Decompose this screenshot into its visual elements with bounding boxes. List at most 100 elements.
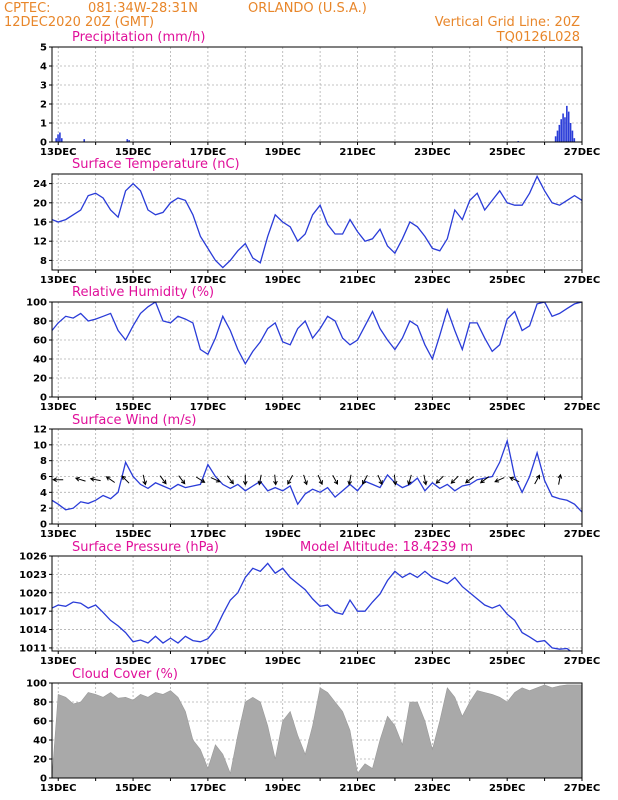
pressure-xtick-label: 13DEC <box>40 656 76 667</box>
temperature-frame <box>51 173 583 271</box>
pressure-xtick-label: 21DEC <box>339 656 375 667</box>
wind-xtick-label: 15DEC <box>115 529 151 540</box>
cloud-ytick-label: 60 <box>33 717 47 728</box>
pressure-ytick-label: 1023 <box>19 570 47 581</box>
wind-ytick-label: 6 <box>40 472 47 483</box>
humidity-xtick-label: 21DEC <box>339 402 375 413</box>
precipitation-bar <box>560 119 563 142</box>
wind-direction-arrow <box>479 476 489 484</box>
humidity-ytick-label: 0 <box>40 393 47 404</box>
precipitation-xtick-label: 15DEC <box>115 147 151 158</box>
temperature-ytick-label: 20 <box>33 198 47 209</box>
cloud-panel: 0 20 40 60 80 100 13DEC 15DEC 17DEC 19DEC 21DEC 23D… <box>26 679 600 795</box>
pressure-altitude-annotation: Model Altitude: 18.4239 m <box>300 540 473 555</box>
precipitation-ytick-label: 1 <box>40 119 47 130</box>
humidity-xtick-label: 17DEC <box>190 402 226 413</box>
header-datetime: 12DEC2020 20Z (GMT) <box>4 15 154 30</box>
wind-xtick-label: 17DEC <box>190 529 226 540</box>
wind-direction-arrow <box>210 477 221 483</box>
wind-direction-arrow <box>74 476 86 482</box>
precipitation-ytick-label: 5 <box>40 43 47 54</box>
wind-ytick-label: 2 <box>40 504 47 515</box>
wind-direction-arrow <box>422 474 428 486</box>
wind-panel: 0 2 4 6 8 10 12 13DEC 15DEC 17DEC 19DEC 21DEC 23DEC 2… <box>33 425 600 541</box>
header-grid-line: Vertical Grid Line: 20Z <box>435 15 580 30</box>
humidity-xtick-label: 23DEC <box>414 402 450 413</box>
pressure-frame <box>51 555 583 652</box>
temperature-xtick-label: 25DEC <box>489 275 525 286</box>
humidity-frame <box>51 301 583 398</box>
precipitation-xtick-label: 19DEC <box>265 147 301 158</box>
precipitation-bar <box>566 105 568 142</box>
wind-direction-arrow <box>195 476 206 483</box>
precipitation-ytick-label: 2 <box>40 100 47 111</box>
precipitation-bar <box>59 132 61 142</box>
humidity-xtick-label: 25DEC <box>489 402 525 413</box>
temperature-xtick-label: 15DEC <box>115 275 151 286</box>
precipitation-bar <box>573 138 576 142</box>
precipitation-ytick-label: 4 <box>40 62 47 73</box>
cloud-ytick-label: 100 <box>26 679 47 690</box>
precipitation-plot-area <box>52 47 582 142</box>
pressure-ytick-label: 1017 <box>19 607 47 618</box>
wind-ytick-label: 0 <box>40 520 47 531</box>
precipitation-panel: 0 1 2 3 4 5 13DEC 15DEC 17DEC 19DEC 21DEC 23DEC 25DE… <box>40 43 600 159</box>
precipitation-xtick-label: 25DEC <box>489 147 525 158</box>
cloud-ytick-label: 80 <box>33 698 47 709</box>
temperature-ytick-label: 12 <box>33 237 47 248</box>
humidity-ytick-label: 100 <box>26 298 47 309</box>
precipitation-xtick-label: 27DEC <box>564 147 600 158</box>
wind-xtick-label: 25DEC <box>489 529 525 540</box>
temperature-xtick-label: 17DEC <box>190 275 226 286</box>
precipitation-bar <box>55 138 57 142</box>
temperature-xtick-label: 19DEC <box>265 275 301 286</box>
wind-xtick-label: 21DEC <box>339 529 375 540</box>
precipitation-bar <box>128 140 130 142</box>
temperature-xtick-label: 27DEC <box>564 275 600 286</box>
wind-ytick-label: 4 <box>40 488 47 499</box>
humidity-plot-area <box>52 302 582 397</box>
cloud-xtick-label: 23DEC <box>414 783 450 794</box>
wind-direction-arrow <box>121 475 130 484</box>
precipitation-frame <box>51 46 583 143</box>
precipitation-bar <box>57 134 59 142</box>
precipitation-ytick-label: 0 <box>40 138 47 149</box>
cloud-xtick-label: 19DEC <box>265 783 301 794</box>
wind-direction-arrow <box>317 474 323 486</box>
wind-direction-arrow <box>226 475 234 485</box>
precipitation-title: Precipitation (mm/h) <box>72 30 205 45</box>
wind-direction-arrow <box>377 474 383 486</box>
cloud-title: Cloud Cover (%) <box>72 667 178 682</box>
wind-direction-arrow <box>257 474 263 486</box>
wind-xtick-label: 19DEC <box>265 529 301 540</box>
wind-direction-arrow <box>52 477 64 483</box>
humidity-xtick-label: 15DEC <box>115 402 151 413</box>
temperature-ytick-label: 24 <box>33 179 47 190</box>
pressure-ytick-label: 1011 <box>19 643 47 654</box>
pressure-xtick-label: 19DEC <box>265 656 301 667</box>
wind-direction-arrow <box>303 474 308 486</box>
cloud-xtick-label: 13DEC <box>40 783 76 794</box>
humidity-title: Relative Humidity (%) <box>72 285 214 300</box>
wind-direction-arrow <box>494 477 505 483</box>
header-coords: 081:34W-28:31N <box>88 1 198 16</box>
cloud-xtick-label: 21DEC <box>339 783 375 794</box>
wind-direction-arrow <box>435 475 444 484</box>
pressure-ytick-label: 1026 <box>19 552 47 563</box>
precipitation-bar <box>556 130 559 142</box>
wind-direction-arrow <box>362 475 368 485</box>
humidity-ytick-label: 80 <box>33 317 47 328</box>
temperature-xtick-label: 23DEC <box>414 275 450 286</box>
humidity-xtick-label: 19DEC <box>265 402 301 413</box>
wind-direction-arrow <box>287 475 294 485</box>
wind-direction-arrow <box>509 476 520 483</box>
pressure-xtick-label: 17DEC <box>190 656 226 667</box>
cloud-xtick-label: 25DEC <box>489 783 525 794</box>
cloud-area <box>51 684 583 779</box>
precipitation-bar <box>562 113 564 142</box>
wind-direction-arrow <box>534 474 540 485</box>
temperature-panel: 8 12 16 20 24 13DEC 15DEC 17DEC 19DEC 21DEC 23DEC 2… <box>33 173 600 286</box>
wind-direction-arrow <box>89 477 101 482</box>
humidity-xtick-label: 27DEC <box>564 402 600 413</box>
cloud-xtick-label: 17DEC <box>190 783 226 794</box>
